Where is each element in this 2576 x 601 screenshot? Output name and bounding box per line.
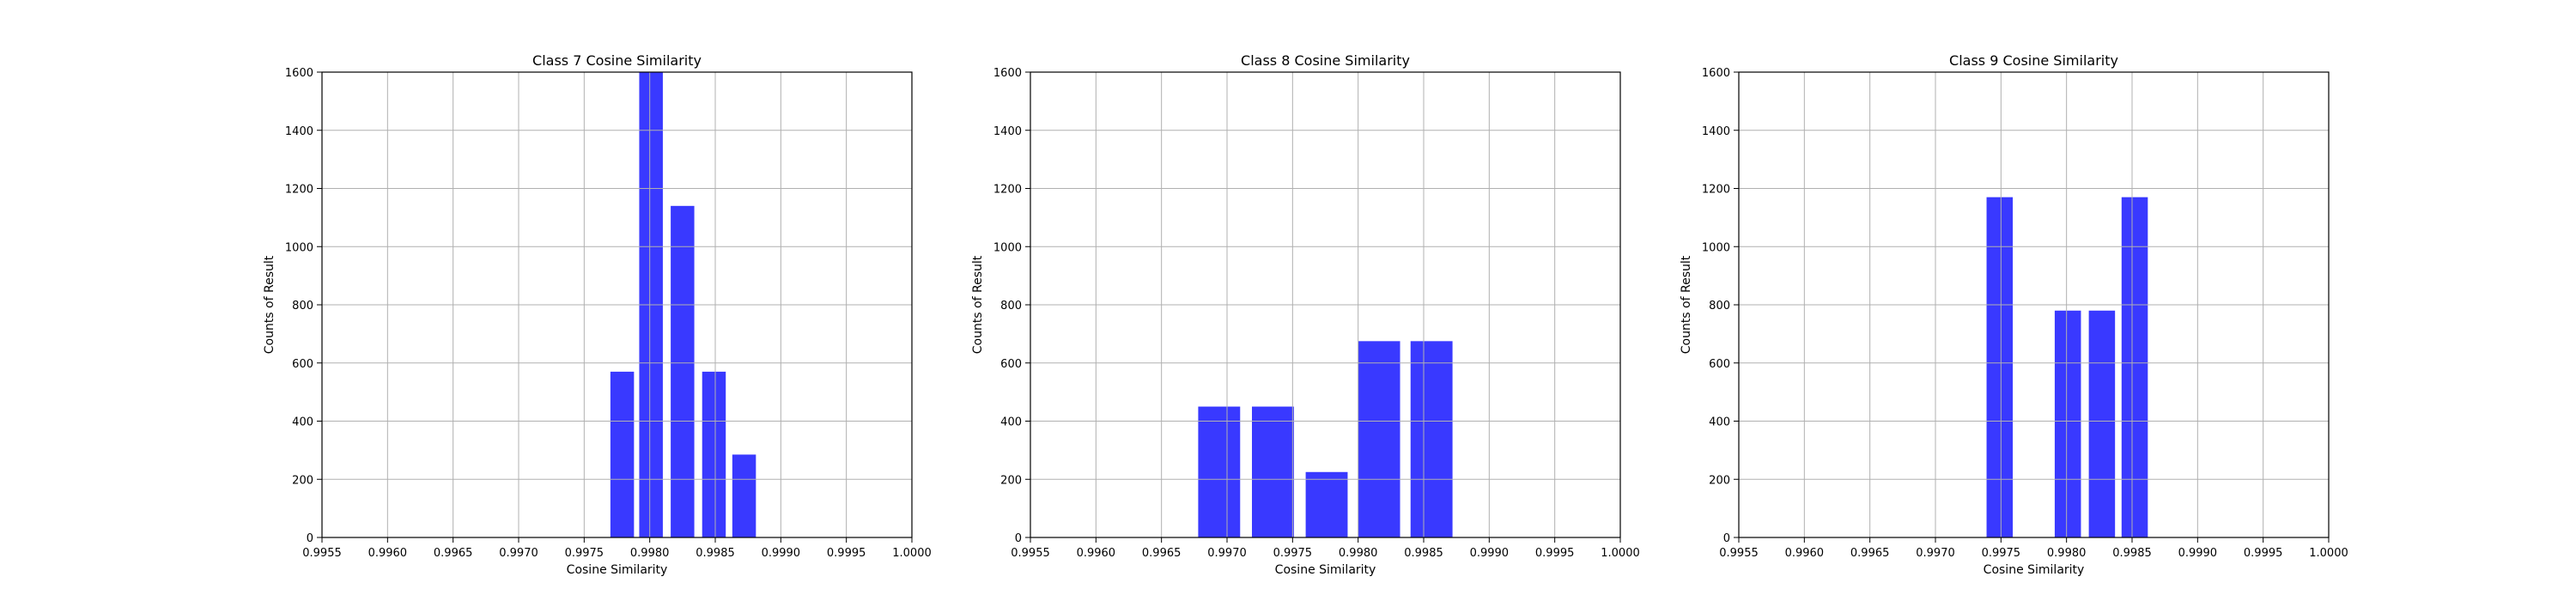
x-tick-label: 0.9995 <box>827 547 866 560</box>
x-tick-label: 0.9970 <box>1207 547 1247 560</box>
bar <box>1410 341 1453 537</box>
x-tick-label: 0.9995 <box>2244 547 2283 560</box>
y-tick-label: 800 <box>1709 300 1730 313</box>
bar <box>702 371 726 537</box>
x-tick-label: 0.9990 <box>762 547 801 560</box>
x-tick-label: 0.9960 <box>368 547 408 560</box>
bar <box>2121 197 2148 537</box>
y-tick-label: 0 <box>1015 532 1022 545</box>
bar <box>1358 341 1400 537</box>
y-tick-label: 800 <box>1000 300 1022 313</box>
chart-title: Class 7 Cosine Similarity <box>532 52 702 69</box>
bar <box>610 371 635 537</box>
y-tick-label: 400 <box>292 416 313 429</box>
x-tick-label: 0.9990 <box>2178 547 2218 560</box>
bar <box>1252 406 1294 537</box>
y-tick-label: 1600 <box>1702 67 1730 80</box>
y-tick-label: 600 <box>292 358 313 371</box>
x-tick-label: 0.9970 <box>499 547 538 560</box>
x-tick-label: 0.9985 <box>696 547 735 560</box>
y-tick-label: 200 <box>292 474 313 487</box>
x-tick-label: 0.9955 <box>302 547 342 560</box>
y-tick-label: 1200 <box>1702 184 1730 197</box>
x-tick-label: 0.9975 <box>565 547 605 560</box>
x-tick-label: 0.9980 <box>1339 547 1378 560</box>
x-tick-label: 0.9980 <box>2047 547 2087 560</box>
y-tick-label: 1200 <box>285 184 313 197</box>
y-tick-label: 1400 <box>1702 125 1730 138</box>
y-tick-label: 0 <box>1723 532 1730 545</box>
bar <box>2054 310 2081 537</box>
x-tick-label: 0.9960 <box>1077 547 1116 560</box>
x-tick-label: 0.9965 <box>1142 547 1182 560</box>
y-tick-label: 1400 <box>285 125 313 138</box>
x-axis-label: Cosine Similarity <box>1275 563 1376 577</box>
y-tick-label: 200 <box>1000 474 1022 487</box>
bar <box>732 454 756 537</box>
x-tick-label: 1.0000 <box>2309 547 2348 560</box>
x-tick-label: 0.9980 <box>630 547 670 560</box>
y-tick-label: 1600 <box>285 67 313 80</box>
x-tick-label: 0.9990 <box>1470 547 1510 560</box>
y-tick-label: 0 <box>307 532 313 545</box>
y-axis-label: Counts of Result <box>1680 255 1693 354</box>
y-tick-label: 800 <box>292 300 313 313</box>
chart-2: 0.9955 0.9960 0.9965 0.9970 0.9975 0.9980 0.99… <box>971 52 1640 577</box>
y-tick-label: 600 <box>1000 358 1022 371</box>
bar <box>1198 406 1241 537</box>
x-tick-label: 1.0000 <box>1601 547 1640 560</box>
y-tick-label: 600 <box>1709 358 1730 371</box>
y-axis-label: Counts of Result <box>263 255 276 354</box>
x-axis-label: Cosine Similarity <box>567 563 668 577</box>
y-tick-label: 400 <box>1000 416 1022 429</box>
x-tick-label: 0.9975 <box>1273 547 1313 560</box>
x-tick-label: 0.9985 <box>2112 547 2152 560</box>
x-tick-label: 0.9985 <box>1404 547 1443 560</box>
y-tick-label: 1000 <box>993 241 1022 254</box>
chart-title: Class 8 Cosine Similarity <box>1241 52 1410 69</box>
x-axis-label: Cosine Similarity <box>1984 563 2085 577</box>
y-tick-label: 1400 <box>993 125 1022 138</box>
x-tick-label: 0.9995 <box>1535 547 1575 560</box>
x-tick-label: 0.9960 <box>1785 547 1825 560</box>
chart-1: 0.9955 0.9960 0.9965 0.9970 0.9975 0.9980 0.99… <box>263 52 932 577</box>
y-tick-label: 400 <box>1709 416 1730 429</box>
y-tick-label: 1200 <box>993 184 1022 197</box>
bar <box>671 205 695 537</box>
y-tick-label: 200 <box>1709 474 1730 487</box>
x-tick-label: 1.0000 <box>892 547 932 560</box>
bar <box>2088 310 2116 537</box>
y-tick-label: 1000 <box>285 241 313 254</box>
x-tick-label: 0.9970 <box>1916 547 1955 560</box>
y-tick-label: 1600 <box>993 67 1022 80</box>
y-axis-label: Counts of Result <box>971 255 985 354</box>
x-tick-label: 0.9965 <box>434 547 473 560</box>
x-tick-label: 0.9955 <box>1011 547 1050 560</box>
bar <box>1305 471 1348 537</box>
x-tick-label: 0.9965 <box>1850 547 1890 560</box>
x-tick-label: 0.9975 <box>1982 547 2021 560</box>
chart-title: Class 9 Cosine Similarity <box>1949 52 2118 69</box>
y-tick-label: 1000 <box>1702 241 1730 254</box>
bar <box>1986 197 2014 537</box>
chart-3: 0.9955 0.9960 0.9965 0.9970 0.9975 0.9980 0.99… <box>1680 52 2348 577</box>
x-tick-label: 0.9955 <box>1719 547 1759 560</box>
